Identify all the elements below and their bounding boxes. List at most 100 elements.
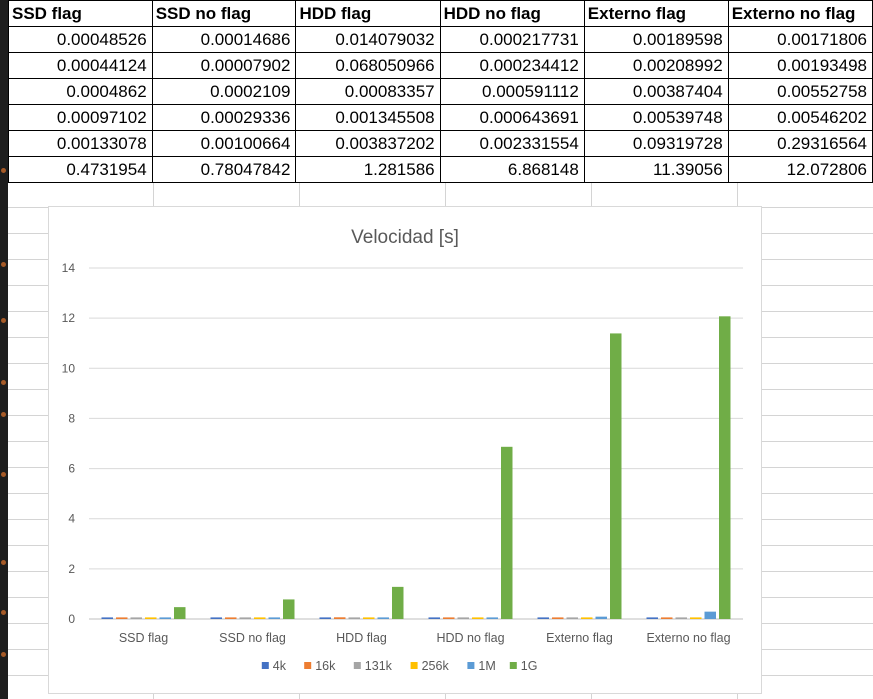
table-cell[interactable]: 0.4731954 <box>8 156 153 183</box>
table-cell[interactable]: 0.00048526 <box>8 26 153 53</box>
bar[interactable] <box>225 617 237 619</box>
x-tick-label: SSD no flag <box>219 631 286 645</box>
header-cell[interactable]: HDD flag <box>295 0 441 27</box>
y-tick-label: 4 <box>68 512 75 526</box>
bar[interactable] <box>428 617 441 619</box>
bar[interactable] <box>537 617 550 619</box>
table-cell[interactable]: 0.000234412 <box>439 52 585 79</box>
bar[interactable] <box>116 617 128 619</box>
table-cell[interactable]: 0.00208992 <box>583 52 729 79</box>
bar[interactable] <box>443 617 455 619</box>
edge-dot <box>1 168 6 173</box>
table-cell[interactable]: 0.00546202 <box>727 104 873 131</box>
edge-dot <box>1 560 6 565</box>
bar-chart[interactable]: Velocidad [s] 0 2 4 6 8 10 12 14 SSD flag SSD no … <box>48 206 762 694</box>
bar[interactable] <box>675 617 688 619</box>
table-cell[interactable]: 0.0004862 <box>8 78 153 105</box>
table-cell[interactable]: 0.002331554 <box>439 130 585 157</box>
table-cell[interactable]: 12.072806 <box>727 156 873 183</box>
y-tick-label: 14 <box>62 261 76 275</box>
table-cell[interactable]: 0.00387404 <box>583 78 729 105</box>
table-cell[interactable]: 0.00100664 <box>151 130 297 157</box>
table-header-row: SSD flag SSD no flag HDD flag HDD no fla… <box>8 0 873 27</box>
table-cell[interactable]: 0.00193498 <box>727 52 873 79</box>
legend-label: 1G <box>521 659 538 673</box>
y-tick-label: 10 <box>62 361 76 375</box>
bar[interactable] <box>334 617 346 619</box>
bar[interactable] <box>486 617 499 619</box>
bar[interactable] <box>159 617 172 619</box>
table-cell[interactable]: 0.001345508 <box>295 104 441 131</box>
table-cell[interactable]: 0.068050966 <box>295 52 441 79</box>
bar[interactable] <box>690 617 702 619</box>
table-cell[interactable]: 0.00007902 <box>151 52 297 79</box>
table-cell[interactable]: 0.014079032 <box>295 26 441 53</box>
bar[interactable] <box>145 617 157 619</box>
x-tick-label: HDD no flag <box>436 631 504 645</box>
bar[interactable] <box>239 617 252 619</box>
table-cell[interactable]: 0.00044124 <box>8 52 153 79</box>
bar[interactable] <box>566 617 579 619</box>
y-tick-label: 8 <box>68 411 75 425</box>
bar[interactable] <box>392 586 404 619</box>
table-cell[interactable]: 0.00539748 <box>583 104 729 131</box>
bar[interactable] <box>210 617 223 619</box>
table-cell[interactable]: 0.00083357 <box>295 78 441 105</box>
bar[interactable] <box>646 617 659 619</box>
bar[interactable] <box>319 617 332 619</box>
table-cell[interactable]: 0.00171806 <box>727 26 873 53</box>
bar[interactable] <box>254 617 266 619</box>
bar[interactable] <box>348 617 361 619</box>
table-cell[interactable]: 0.00097102 <box>8 104 153 131</box>
bar[interactable] <box>552 617 564 619</box>
table-cell[interactable]: 0.000217731 <box>439 26 585 53</box>
bar[interactable] <box>363 617 375 619</box>
bar[interactable] <box>130 617 143 619</box>
edge-dot <box>1 610 6 615</box>
table-cell[interactable]: 0.09319728 <box>583 130 729 157</box>
bar[interactable] <box>581 617 593 619</box>
edge-dot <box>1 472 6 477</box>
header-cell[interactable]: SSD flag <box>8 0 153 27</box>
table-cell[interactable]: 0.00014686 <box>151 26 297 53</box>
edge-dot <box>1 318 6 323</box>
bar[interactable] <box>457 617 470 619</box>
bar[interactable] <box>174 607 186 619</box>
header-cell[interactable]: Externo no flag <box>727 0 873 27</box>
table-cell[interactable]: 1.281586 <box>295 156 441 183</box>
bar[interactable] <box>101 617 114 619</box>
table-cell[interactable]: 0.78047842 <box>151 156 297 183</box>
bar[interactable] <box>719 316 731 619</box>
table-cell[interactable]: 0.000591112 <box>439 78 585 105</box>
header-cell[interactable]: Externo flag <box>583 0 729 27</box>
legend-label: 131k <box>365 659 393 673</box>
bar[interactable] <box>283 599 295 619</box>
window-left-edge <box>0 0 8 699</box>
edge-dot <box>1 262 6 267</box>
table-cell[interactable]: 0.00029336 <box>151 104 297 131</box>
bar[interactable] <box>610 333 622 619</box>
table-cell[interactable]: 11.39056 <box>583 156 729 183</box>
table-cell[interactable]: 0.00133078 <box>8 130 153 157</box>
table-row: 0.00097102 0.00029336 0.001345508 0.0006… <box>8 104 873 131</box>
y-tick-label: 2 <box>68 562 75 576</box>
legend-swatch <box>304 662 312 669</box>
table-cell[interactable]: 0.00189598 <box>583 26 729 53</box>
bar[interactable] <box>501 446 513 619</box>
bar[interactable] <box>377 617 390 619</box>
table-cell[interactable]: 0.000643691 <box>439 104 585 131</box>
bar[interactable] <box>472 617 484 619</box>
header-cell[interactable]: HDD no flag <box>439 0 585 27</box>
table-cell[interactable]: 6.868148 <box>439 156 585 183</box>
legend-label: 4k <box>273 659 287 673</box>
bar[interactable] <box>704 611 717 619</box>
table-cell[interactable]: 0.29316564 <box>727 130 873 157</box>
bar[interactable] <box>661 617 673 619</box>
table-cell[interactable]: 0.00552758 <box>727 78 873 105</box>
edge-dot <box>1 380 6 385</box>
table-cell[interactable]: 0.003837202 <box>295 130 441 157</box>
bar[interactable] <box>268 617 281 619</box>
table-cell[interactable]: 0.0002109 <box>151 78 297 105</box>
bar[interactable] <box>595 616 608 619</box>
header-cell[interactable]: SSD no flag <box>151 0 297 27</box>
